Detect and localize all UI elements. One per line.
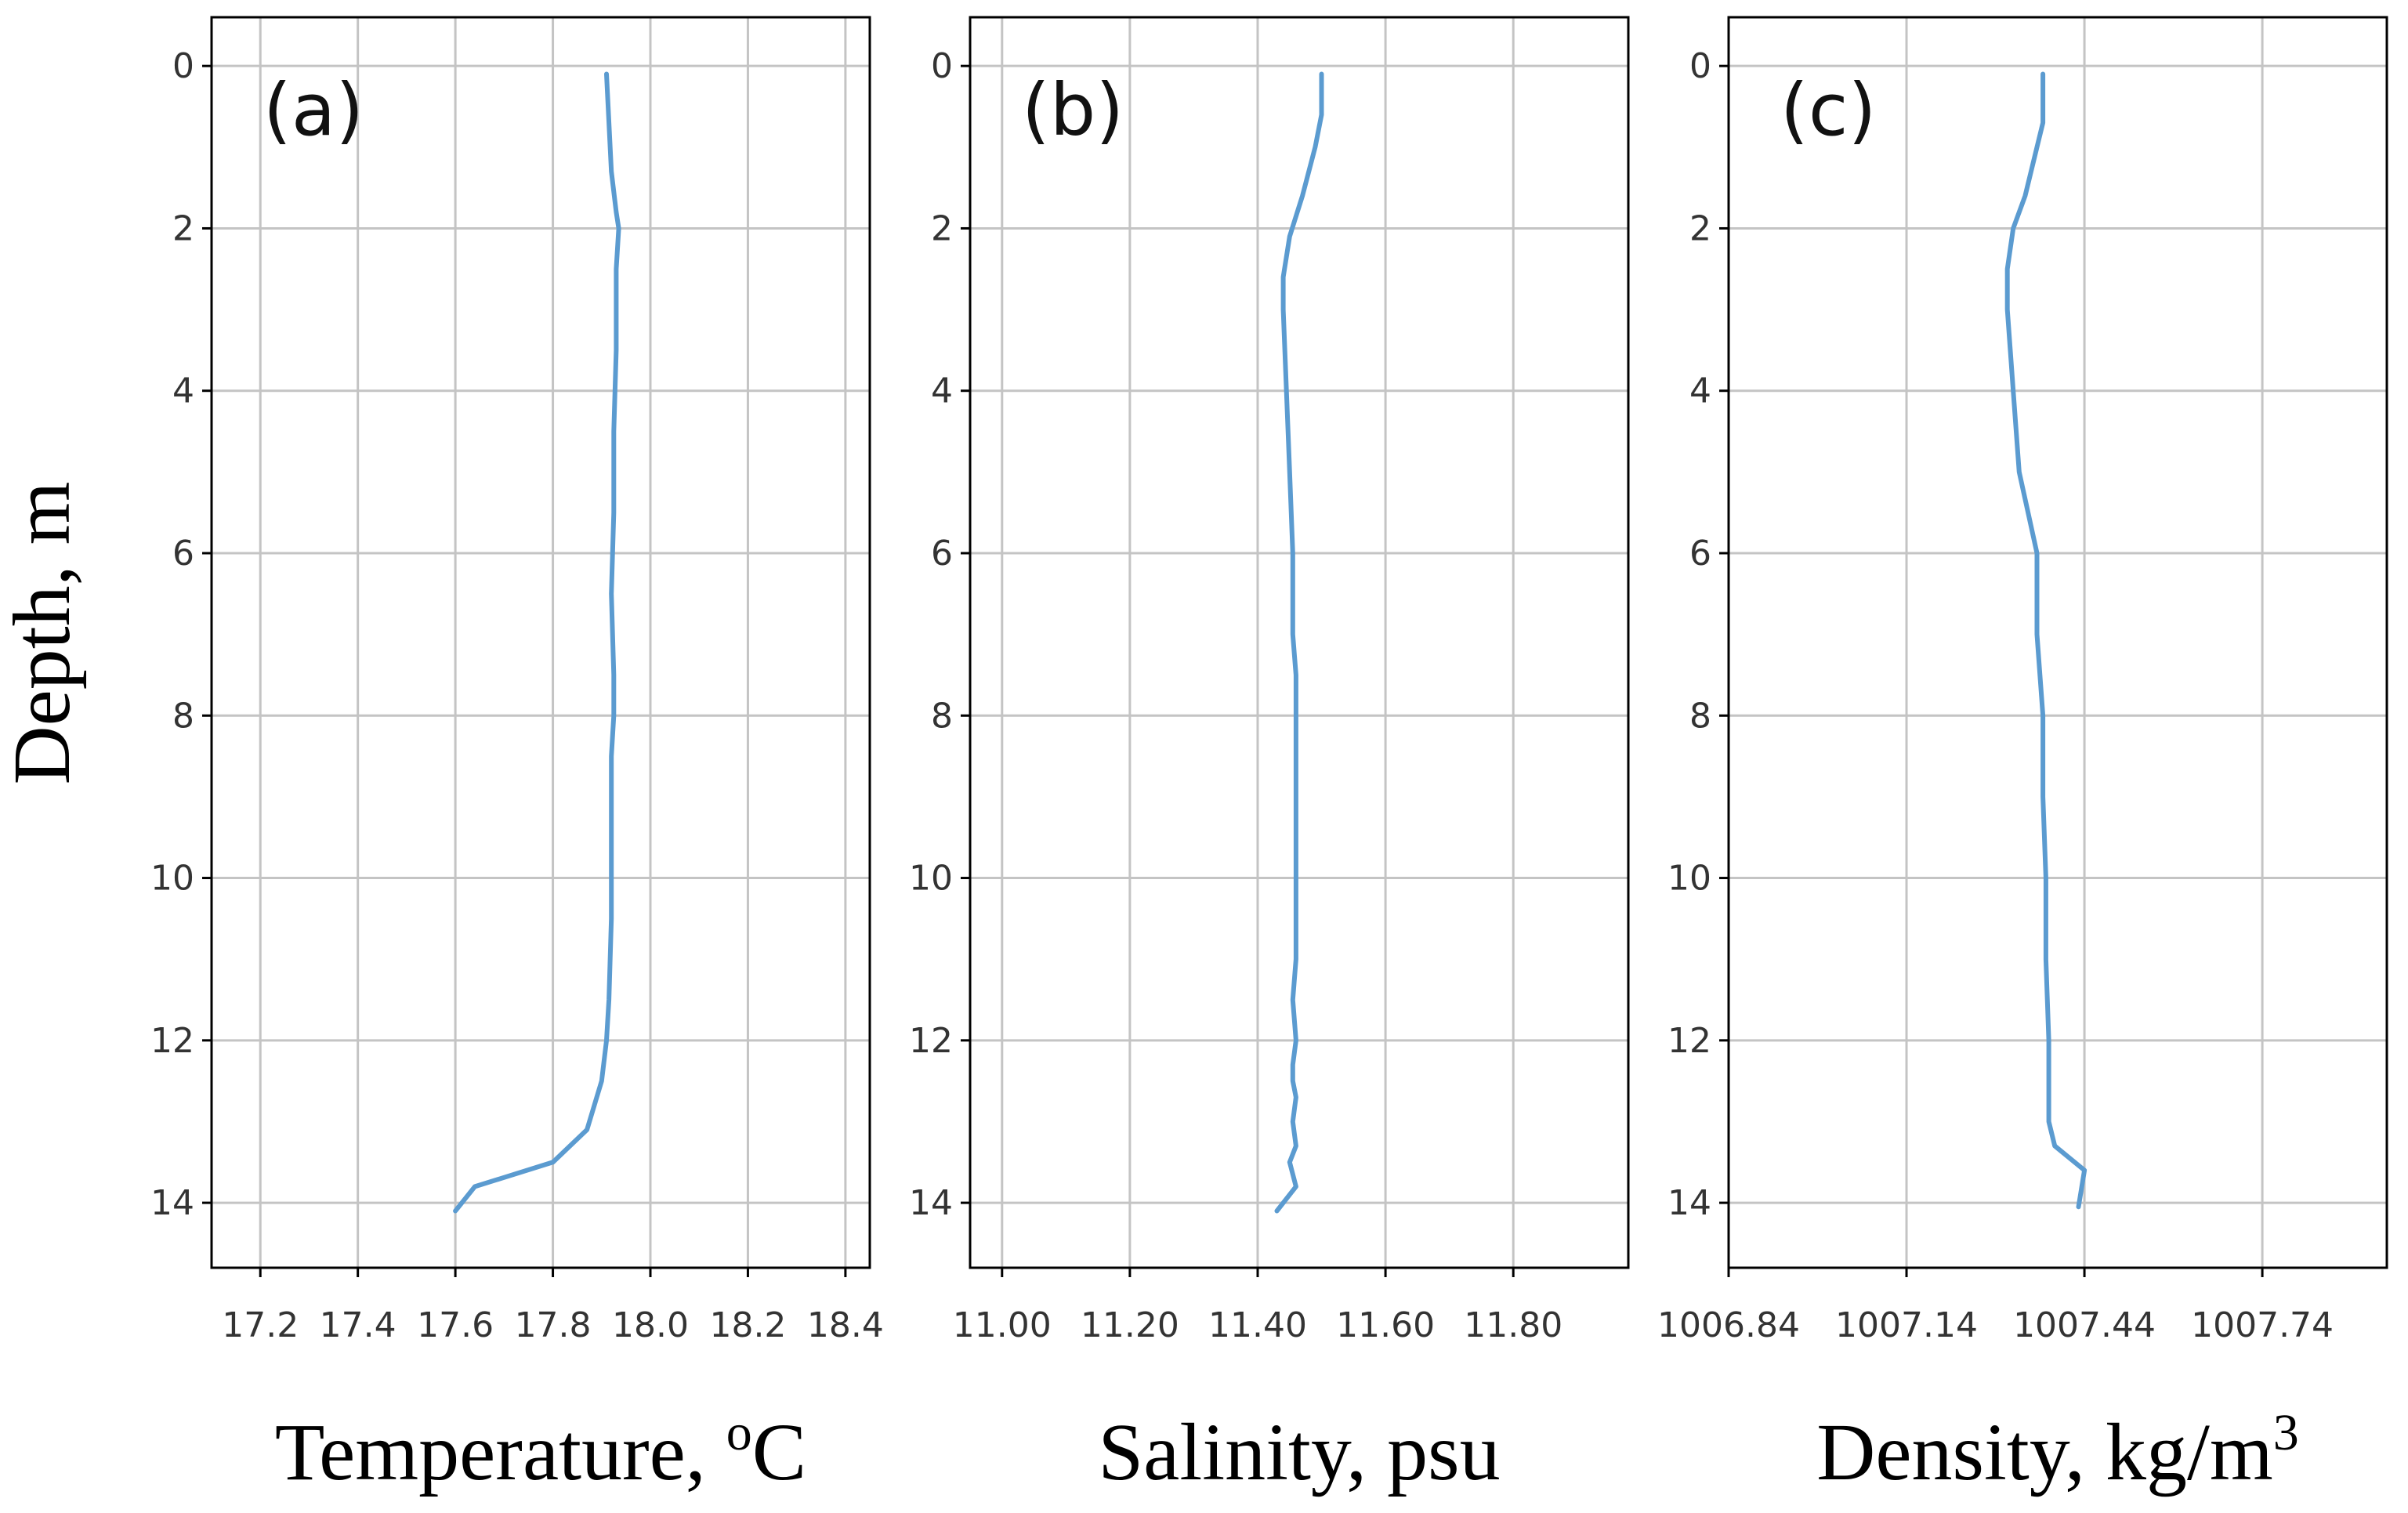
tick-labels: 11.00 11.20 11.40 11.60 11.80 0 2 4 6 8 10 12 14 [909, 46, 1562, 1345]
panel-temperature: 17.2 17.4 17.6 17.8 18.0 18.2 18.402468101214 … [150, 16, 884, 1497]
x-tick-label: 1007.14 [1835, 1305, 1978, 1345]
y-tick-label: 2 [172, 208, 194, 248]
y-tick-label: 4 [1689, 371, 1711, 411]
y-tick-label: 0 [931, 46, 953, 86]
series-line [2004, 71, 2088, 1210]
panel-density: 1006.84 1007.14 1007.44 1007.7402468101214 … [1657, 16, 2388, 1497]
series-layer [1274, 71, 1324, 1214]
y-tick-label: 4 [172, 371, 194, 411]
y-tick-label: 12 [1667, 1021, 1711, 1061]
x-axis-label-density: Density, kg/m3 [1816, 1404, 2299, 1497]
x-tick-label: 11.40 [1208, 1305, 1307, 1345]
x-axis-label-temperature: Temperature, oC [275, 1404, 806, 1497]
x-tick-label: 11.60 [1336, 1305, 1435, 1345]
x-axis-label-after: C [752, 1407, 806, 1497]
x-tick-label: 18.4 [807, 1305, 884, 1345]
series-line [453, 71, 621, 1214]
x-axis-label-sup: 3 [2273, 1404, 2299, 1461]
x-tick-label: 17.2 [222, 1305, 299, 1345]
x-tick-label: 17.4 [320, 1305, 397, 1345]
panel-salinity: 11.00 11.20 11.40 11.60 11.80 0 2 4 6 8 10 12 14 (b)… [909, 16, 1630, 1497]
y-tick-label: 10 [1667, 859, 1711, 899]
x-tick-label: 11.00 [953, 1305, 1052, 1345]
series-layer [2004, 71, 2088, 1210]
y-tick-label: 6 [172, 534, 194, 574]
x-axis-label-sup: o [726, 1404, 752, 1461]
y-tick-label: 14 [150, 1183, 194, 1223]
y-tick-label: 14 [909, 1183, 953, 1223]
y-tick-label: 10 [909, 859, 953, 899]
plot-frame [969, 16, 1630, 1269]
grid-lines [212, 17, 870, 1268]
x-tick-label: 1006.84 [1657, 1305, 1800, 1345]
x-tick-label: 1007.74 [2191, 1305, 2334, 1345]
x-tick-label: 17.6 [417, 1305, 494, 1345]
y-tick-label: 12 [909, 1021, 953, 1061]
x-tick-label: 1007.44 [2013, 1305, 2156, 1345]
x-tick-label: 11.80 [1464, 1305, 1562, 1345]
panel-label-a: (a) [263, 68, 364, 152]
panel-label-b: (b) [1022, 68, 1124, 152]
x-axis-label-text: Density, kg/m [1816, 1407, 2273, 1497]
x-tick-label: 11.20 [1081, 1305, 1179, 1345]
y-tick-label: 8 [172, 696, 194, 736]
x-tick-label: 18.0 [612, 1305, 689, 1345]
x-axis-label-text: Salinity, psu [1098, 1407, 1500, 1497]
x-axis-label-text: Temperature, [275, 1407, 726, 1497]
tick-labels: 1006.84 1007.14 1007.44 1007.74 0 2 4 6 8 10 12 14 [1657, 46, 2334, 1345]
plot-frame [1727, 16, 2388, 1269]
y-tick-label: 6 [931, 534, 953, 574]
y-tick-label: 0 [1689, 46, 1711, 86]
series-line [1274, 71, 1324, 1214]
y-tick-label: 10 [150, 859, 194, 899]
plot-frame [210, 16, 871, 1269]
x-tick-label: 18.2 [709, 1305, 786, 1345]
y-tick-label: 4 [931, 371, 953, 411]
x-axis-label-salinity: Salinity, psu [1098, 1407, 1500, 1497]
y-tick-label: 8 [1689, 696, 1711, 736]
y-tick-label: 2 [931, 208, 953, 248]
tick-labels: 17.2 17.4 17.6 17.8 18.0 18.2 18.4 0 2 4 6 8 10 12 14 [150, 46, 884, 1345]
y-tick-label: 14 [1667, 1183, 1711, 1223]
y-axis-label: Depth, m [0, 481, 87, 784]
grid-lines [1727, 17, 2387, 1268]
series-layer [453, 71, 621, 1214]
y-tick-label: 2 [1689, 208, 1711, 248]
x-tick-label: 17.8 [515, 1305, 592, 1345]
y-tick-label: 8 [931, 696, 953, 736]
y-tick-label: 12 [150, 1021, 194, 1061]
y-tick-label: 0 [172, 46, 194, 86]
panel-label-c: (c) [1780, 68, 1876, 152]
grid-lines [970, 17, 1628, 1268]
y-tick-label: 6 [1689, 534, 1711, 574]
